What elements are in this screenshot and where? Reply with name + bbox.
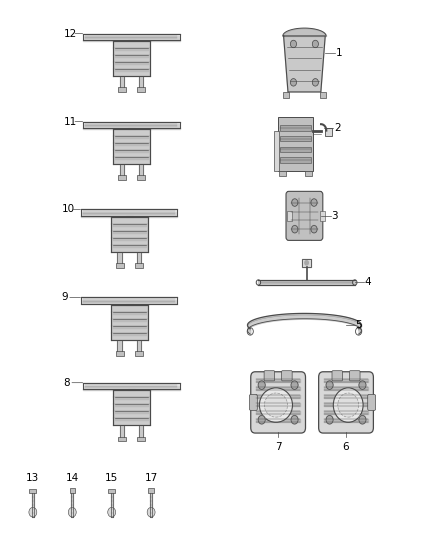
Circle shape xyxy=(291,416,298,424)
Circle shape xyxy=(312,41,318,48)
Circle shape xyxy=(290,41,297,48)
Bar xyxy=(283,92,289,98)
Circle shape xyxy=(359,416,366,424)
Circle shape xyxy=(292,225,298,233)
Polygon shape xyxy=(283,36,325,92)
Text: 7: 7 xyxy=(275,442,282,453)
FancyBboxPatch shape xyxy=(350,371,360,381)
FancyBboxPatch shape xyxy=(286,191,323,240)
Ellipse shape xyxy=(259,388,293,422)
Circle shape xyxy=(311,199,317,206)
Bar xyxy=(113,129,150,164)
Bar xyxy=(118,437,126,441)
FancyBboxPatch shape xyxy=(368,394,376,410)
Bar xyxy=(70,488,75,493)
Bar xyxy=(319,92,326,98)
Bar xyxy=(113,390,150,425)
Bar xyxy=(280,125,311,131)
Bar xyxy=(110,305,148,340)
Bar xyxy=(320,211,325,221)
Text: 8: 8 xyxy=(64,378,70,387)
FancyBboxPatch shape xyxy=(319,372,373,433)
Text: 2: 2 xyxy=(334,123,340,133)
Ellipse shape xyxy=(333,388,363,422)
FancyBboxPatch shape xyxy=(282,371,292,381)
Text: 6: 6 xyxy=(343,442,350,453)
Bar xyxy=(135,351,143,356)
Circle shape xyxy=(258,416,265,424)
Text: 5: 5 xyxy=(356,320,362,330)
Text: 4: 4 xyxy=(364,278,371,287)
Bar xyxy=(325,128,332,136)
Bar xyxy=(280,147,311,152)
FancyBboxPatch shape xyxy=(251,372,305,433)
Text: 9: 9 xyxy=(61,293,68,302)
Circle shape xyxy=(359,381,366,390)
Bar xyxy=(113,41,150,76)
Bar xyxy=(137,87,145,92)
Text: 1: 1 xyxy=(336,49,343,58)
FancyBboxPatch shape xyxy=(250,394,257,410)
Bar xyxy=(118,175,126,180)
Text: 17: 17 xyxy=(145,473,158,483)
Circle shape xyxy=(147,507,155,517)
FancyBboxPatch shape xyxy=(264,371,275,381)
FancyBboxPatch shape xyxy=(278,117,313,171)
Circle shape xyxy=(68,507,76,517)
Bar xyxy=(118,87,126,92)
Bar xyxy=(29,489,36,493)
Circle shape xyxy=(258,381,265,390)
Circle shape xyxy=(311,225,317,233)
Bar xyxy=(279,171,286,176)
Bar xyxy=(305,171,312,176)
Bar xyxy=(280,157,311,163)
Circle shape xyxy=(312,78,318,86)
Ellipse shape xyxy=(265,393,287,417)
Bar xyxy=(137,175,145,180)
FancyBboxPatch shape xyxy=(332,371,343,381)
Bar xyxy=(302,259,311,266)
Text: 15: 15 xyxy=(105,473,118,483)
Bar xyxy=(110,217,148,252)
Bar xyxy=(116,351,124,356)
Bar xyxy=(137,437,145,441)
Bar xyxy=(287,211,292,221)
Text: 13: 13 xyxy=(26,473,39,483)
Text: 3: 3 xyxy=(332,211,338,221)
Bar xyxy=(108,489,115,493)
Text: 10: 10 xyxy=(61,205,74,214)
Circle shape xyxy=(29,507,37,517)
Circle shape xyxy=(326,416,333,424)
Bar xyxy=(116,263,124,268)
Text: 12: 12 xyxy=(64,29,77,38)
Circle shape xyxy=(291,381,298,390)
Text: 14: 14 xyxy=(66,473,79,483)
Text: 11: 11 xyxy=(64,117,77,126)
Circle shape xyxy=(326,381,333,390)
Bar xyxy=(280,136,311,141)
Bar xyxy=(148,488,154,493)
Circle shape xyxy=(305,261,308,265)
Circle shape xyxy=(292,199,298,206)
Bar xyxy=(135,263,143,268)
Ellipse shape xyxy=(338,393,359,417)
Bar xyxy=(274,131,279,171)
Circle shape xyxy=(108,507,116,517)
Circle shape xyxy=(290,78,297,86)
